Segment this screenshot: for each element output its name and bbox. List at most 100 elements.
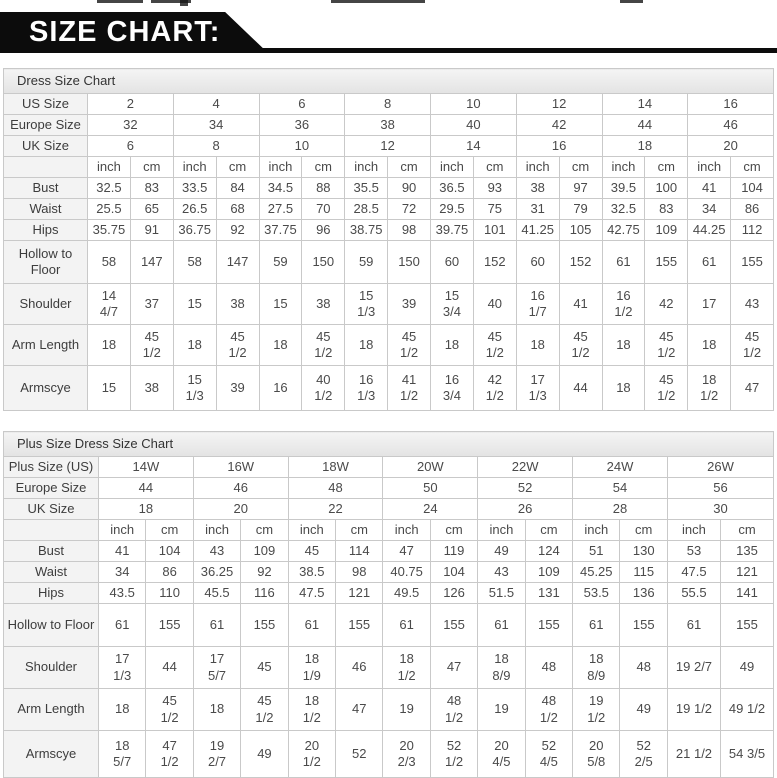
inch-unit-cell: inch xyxy=(477,519,526,541)
measure-row: Waist 34 86 36.25 92 38.5 98 40.75 104 43 109 45.25… xyxy=(3,561,775,583)
inch-unit-cell: inch xyxy=(666,519,721,541)
measurement-value-cell: 135 xyxy=(719,540,775,562)
unit-header-row: inch cm inch cm inch cm inch cm inch cm inch cm inch… xyxy=(3,519,775,541)
measurement-value-cell: 126 xyxy=(429,582,479,604)
inch-unit-cell: inch xyxy=(344,156,389,178)
measurement-value-cell: 61 xyxy=(287,603,337,647)
measurement-value-cell: 49.5 xyxy=(382,582,431,604)
size-value-cell: 20 xyxy=(192,498,289,520)
measurement-value-cell: 52 2/5 xyxy=(619,730,668,778)
measurement-value-cell: 49 xyxy=(477,540,526,562)
measurement-value-cell: 100 xyxy=(644,177,689,199)
measurement-value-cell: 90 xyxy=(387,177,431,199)
row-label: UK Size xyxy=(3,498,99,520)
measure-row: Armscye 15 38 15 1/3 39 16 40 1/2 16 1/3 41 1/2 16 3/4… xyxy=(3,365,774,411)
size-value-cell: 24 xyxy=(382,498,479,520)
row-label: Hollow to Floor xyxy=(3,240,88,284)
measurement-value-cell: 43 xyxy=(192,540,242,562)
measurement-value-cell: 20 2/3 xyxy=(382,730,431,778)
measurement-value-cell: 45.25 xyxy=(572,561,621,583)
cm-unit-cell: cm xyxy=(619,519,668,541)
inch-unit-cell: inch xyxy=(287,519,337,541)
size-value-cell: 10 xyxy=(430,93,517,115)
measure-row: Bust 41 104 43 109 45 114 47 119 49 124 51 130 53 135 xyxy=(3,540,775,562)
measurement-value-cell: 18 xyxy=(515,324,560,366)
size-row: Europe Size 32 34 36 38 40 42 44 46 xyxy=(3,114,774,136)
cm-unit-cell: cm xyxy=(730,156,774,178)
size-value-cell: 44 xyxy=(98,477,194,499)
measurement-value-cell: 47 xyxy=(335,688,384,731)
measurement-value-cell: 152 xyxy=(472,240,517,284)
cm-unit-cell: cm xyxy=(472,156,517,178)
measurement-value-cell: 49 xyxy=(240,730,289,778)
measurement-value-cell: 84 xyxy=(215,177,260,199)
measurement-value-cell: 49 xyxy=(619,688,668,731)
table-title-row: Dress Size Chart xyxy=(3,68,774,94)
measurement-value-cell: 29.5 xyxy=(430,198,474,220)
measurement-value-cell: 44.25 xyxy=(687,219,732,241)
measurement-value-cell: 18 xyxy=(430,324,474,366)
measurement-value-cell: 48 1/2 xyxy=(429,688,479,731)
measure-row: Waist 25.5 65 26.5 68 27.5 70 28.5 72 29.5 75 31 79 3… xyxy=(3,198,774,220)
size-value-cell: 52 xyxy=(477,477,574,499)
size-value-cell: 40 xyxy=(430,114,517,136)
measurement-value-cell: 37 xyxy=(129,283,174,325)
measurement-value-cell: 75 xyxy=(472,198,517,220)
measurement-value-cell: 54 3/5 xyxy=(719,730,775,778)
measurement-value-cell: 61 xyxy=(687,240,732,284)
measurement-value-cell: 18 xyxy=(258,324,303,366)
measurement-value-cell: 19 2/7 xyxy=(192,730,242,778)
measurement-value-cell: 16 1/7 xyxy=(515,283,560,325)
measurement-value-cell: 109 xyxy=(240,540,289,562)
measurement-value-cell: 18 8/9 xyxy=(477,646,526,689)
row-label: US Size xyxy=(3,93,88,115)
measurement-value-cell: 18 xyxy=(601,324,646,366)
inch-unit-cell: inch xyxy=(687,156,732,178)
measurement-value-cell: 18 1/2 xyxy=(687,365,732,411)
measurement-value-cell: 109 xyxy=(644,219,689,241)
size-value-cell: 8 xyxy=(344,93,431,115)
measurement-value-cell: 18 xyxy=(87,324,131,366)
measure-row: Hips 43.5 110 45.5 116 47.5 121 49.5 126 51.5 131 5… xyxy=(3,582,775,604)
cm-unit-cell: cm xyxy=(335,519,384,541)
measurement-value-cell: 15 xyxy=(172,283,217,325)
measurement-value-cell: 19 2/7 xyxy=(666,646,721,689)
top-edge-artifact xyxy=(97,0,143,3)
measurement-value-cell: 105 xyxy=(558,219,603,241)
measurement-value-cell: 38 xyxy=(515,177,560,199)
size-value-cell: 44 xyxy=(601,114,689,136)
measurement-value-cell: 155 xyxy=(619,603,668,647)
measurement-value-cell: 52 1/2 xyxy=(429,730,479,778)
measurement-value-cell: 60 xyxy=(515,240,560,284)
measurement-value-cell: 38.5 xyxy=(287,561,337,583)
measurement-value-cell: 19 xyxy=(382,688,431,731)
size-value-cell: 20W xyxy=(382,456,479,478)
measurement-value-cell: 45 1/2 xyxy=(472,324,517,366)
size-chart-banner: SIZE CHART: xyxy=(0,0,777,58)
size-value-cell: 16W xyxy=(192,456,289,478)
measurement-value-cell: 131 xyxy=(524,582,574,604)
size-row: UK Size 6 8 10 12 14 16 18 20 xyxy=(3,135,774,157)
row-label-empty xyxy=(3,156,88,178)
measurement-value-cell: 17 1/3 xyxy=(97,646,147,689)
size-value-cell: 28 xyxy=(572,498,668,520)
size-value-cell: 22 xyxy=(287,498,384,520)
measurement-value-cell: 47.5 xyxy=(287,582,337,604)
size-value-cell: 18 xyxy=(601,135,689,157)
measurement-value-cell: 53 xyxy=(666,540,721,562)
cm-unit-cell: cm xyxy=(240,519,289,541)
measurement-value-cell: 15 xyxy=(87,365,131,411)
measurement-value-cell: 155 xyxy=(524,603,574,647)
row-label: Hips xyxy=(3,219,88,241)
size-value-cell: 50 xyxy=(382,477,479,499)
cm-unit-cell: cm xyxy=(301,156,346,178)
measurement-value-cell: 45 1/2 xyxy=(240,688,289,731)
measurement-value-cell: 38 xyxy=(129,365,174,411)
measurement-value-cell: 41.25 xyxy=(515,219,560,241)
measurement-value-cell: 18 xyxy=(344,324,389,366)
size-value-cell: 10 xyxy=(258,135,346,157)
row-label: Armscye xyxy=(3,365,88,411)
row-label-empty xyxy=(3,519,99,541)
cm-unit-cell: cm xyxy=(644,156,689,178)
row-label: Shoulder xyxy=(3,646,99,689)
